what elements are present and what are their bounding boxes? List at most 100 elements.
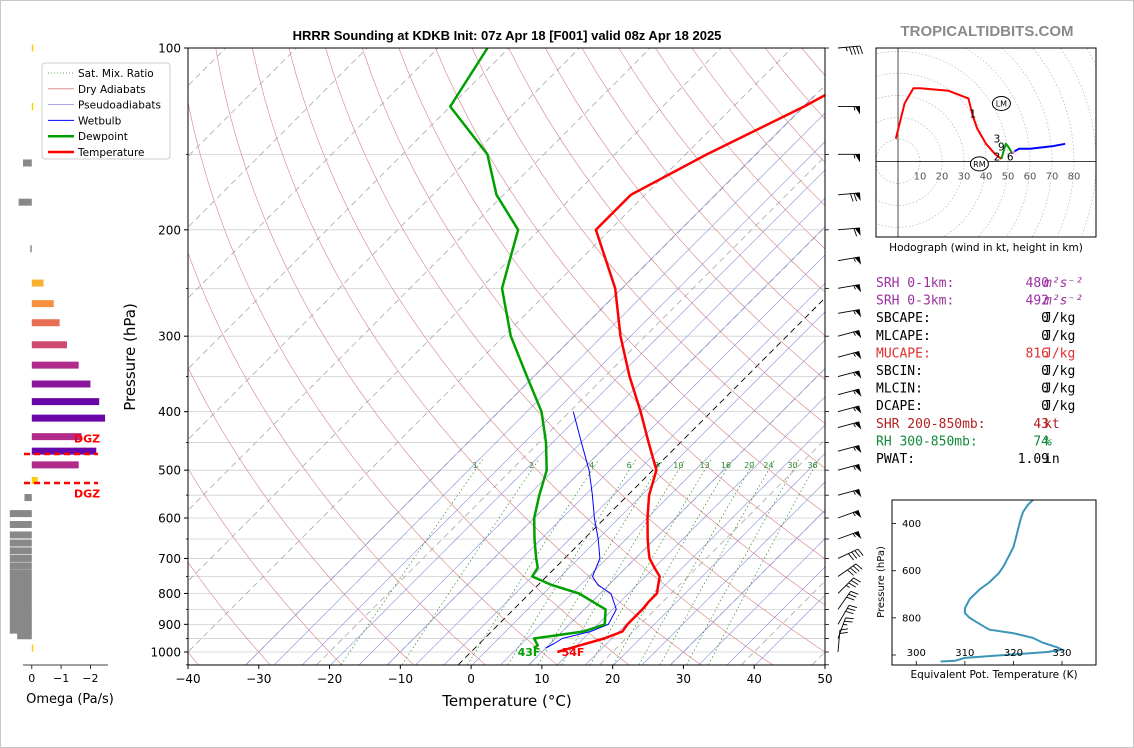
skewt-xlabel: Temperature (°C) xyxy=(441,692,571,710)
watermark: TROPICALTIDBITS.COM xyxy=(900,23,1073,40)
legend-label: Sat. Mix. Ratio xyxy=(78,68,154,80)
mixing-ratio-label: 24 xyxy=(763,461,773,470)
mixing-ratio-label: 2 xyxy=(529,461,534,470)
param-unit: J/kg xyxy=(1044,346,1075,361)
pseudoadiabat xyxy=(641,481,825,665)
hodograph-ring-label: 60 xyxy=(1024,171,1037,182)
parameter-table: SRH 0-1km: 480 m²s⁻² SRH 0-3km: 492 m²s⁻² SB… xyxy=(876,276,1083,467)
pseudoadiabat xyxy=(726,566,825,665)
mixing-ratio-line xyxy=(638,459,756,665)
param-label: RH 300-850mb: xyxy=(876,434,978,449)
x-tick-label: 20 xyxy=(605,672,620,686)
hodograph-height-label: 2 xyxy=(994,151,1001,163)
y-tick-label: 600 xyxy=(158,512,181,526)
dry-adiabat xyxy=(508,48,825,424)
mixing-ratio-label: 13 xyxy=(700,461,710,470)
wind-barb xyxy=(837,510,862,519)
theta-e-y-tick-label: 600 xyxy=(902,566,921,577)
pseudoadiabat xyxy=(273,112,825,665)
x-tick-label: −40 xyxy=(175,672,200,686)
omega-bar xyxy=(31,447,97,455)
omega-bar xyxy=(9,531,32,539)
hodograph-frame xyxy=(875,47,1097,238)
theta-e-x-tick-label: 330 xyxy=(1052,648,1071,659)
theta-e-y-tick-label: 400 xyxy=(902,519,921,530)
param-label: SHR 200-850mb: xyxy=(876,417,986,432)
omega-bar xyxy=(31,279,44,287)
param-value: 816 xyxy=(1026,346,1049,361)
wind-barb xyxy=(837,45,864,55)
theta-e-x-tick-label: 300 xyxy=(907,648,926,659)
omega-bar xyxy=(31,44,34,52)
theta-e-clip xyxy=(940,500,1066,663)
mixing-ratio-line xyxy=(686,459,800,665)
skewt-ticks: −40 −30 −20 −10 0 10 20 30 40 50 100 200 300 400 500 60… xyxy=(150,42,832,687)
param-label: DCAPE: xyxy=(876,399,923,414)
omega-bar xyxy=(31,644,34,652)
mixing-ratio-label: 4 xyxy=(589,461,594,470)
pseudoadiabat xyxy=(613,453,825,665)
hodograph-ring-label: 20 xyxy=(936,171,949,182)
hodograph-ring-label: 40 xyxy=(980,171,993,182)
hodograph-ring-label: 70 xyxy=(1046,171,1059,182)
dgz-label-upper: DGZ xyxy=(74,432,100,445)
param-unit: J/kg xyxy=(1044,399,1075,414)
y-tick-label: 900 xyxy=(158,618,181,632)
legend-label: Wetbulb xyxy=(78,115,122,127)
wind-barb xyxy=(837,405,862,414)
x-tick-label: 50 xyxy=(817,672,832,686)
omega-bar xyxy=(31,433,82,441)
isotherm-line xyxy=(599,438,825,665)
omega-bar xyxy=(9,614,32,622)
mixing-ratio-label: 16 xyxy=(721,461,731,470)
mixing-ratio-label: 20 xyxy=(744,461,754,470)
omega-bar xyxy=(31,476,38,484)
omega-bar xyxy=(9,510,32,518)
pseudoadiabat xyxy=(500,339,825,665)
y-tick-label: 500 xyxy=(158,464,181,478)
mixing-ratio-line xyxy=(537,459,664,665)
hodograph-ring xyxy=(634,0,1134,425)
omega-bar xyxy=(31,461,79,469)
storm-motion-marker xyxy=(991,95,1011,111)
theta-e-panel: 300 310 320 330 400 600 800 xyxy=(892,500,1072,665)
wind-barb xyxy=(837,388,862,397)
wind-barb xyxy=(837,227,861,237)
omega-bar xyxy=(9,583,32,591)
pseudoadiabat xyxy=(472,311,825,665)
dry-adiabat xyxy=(801,48,825,77)
mixing-ratio-line xyxy=(467,459,600,665)
surface-dewpoint-label: 43F xyxy=(518,646,541,659)
wind-barb xyxy=(837,256,862,265)
hodograph-height-label: 1 xyxy=(969,109,976,121)
mixing-ratio-line xyxy=(561,459,686,665)
omega-bar xyxy=(9,539,32,547)
mixing-ratio-line xyxy=(708,459,819,665)
y-tick-label: 100 xyxy=(158,42,181,56)
omega-bar xyxy=(9,620,32,628)
dry-adiabat xyxy=(188,467,343,665)
wind-barb xyxy=(838,153,860,163)
x-tick-label: −20 xyxy=(317,672,342,686)
dry-adiabat xyxy=(471,48,825,469)
omega-bar xyxy=(9,554,32,562)
omega-bar xyxy=(9,547,32,555)
mixing-ratio-line xyxy=(340,459,483,665)
hodograph-ring-label: 30 xyxy=(958,171,971,182)
param-label: SBCAPE: xyxy=(876,311,931,326)
wind-barb xyxy=(837,284,862,293)
wind-barb xyxy=(837,351,862,360)
dry-adiabat xyxy=(288,48,773,665)
dry-adiabat xyxy=(252,48,701,665)
isotherm-line xyxy=(316,155,825,665)
x-tick-label: −30 xyxy=(246,672,271,686)
skewt-profiles xyxy=(448,48,825,654)
pseudoadiabat xyxy=(415,254,825,665)
y-tick-label: 1000 xyxy=(150,646,181,660)
legend-label: Temperature xyxy=(77,147,145,159)
mixing-ratio-label: 6 xyxy=(627,461,632,470)
dry-adiabat xyxy=(188,366,414,665)
legend-label: Dry Adiabats xyxy=(78,84,146,96)
param-unit: m²s⁻² xyxy=(1043,276,1083,291)
theta-e-x-tick-label: 320 xyxy=(1004,648,1023,659)
